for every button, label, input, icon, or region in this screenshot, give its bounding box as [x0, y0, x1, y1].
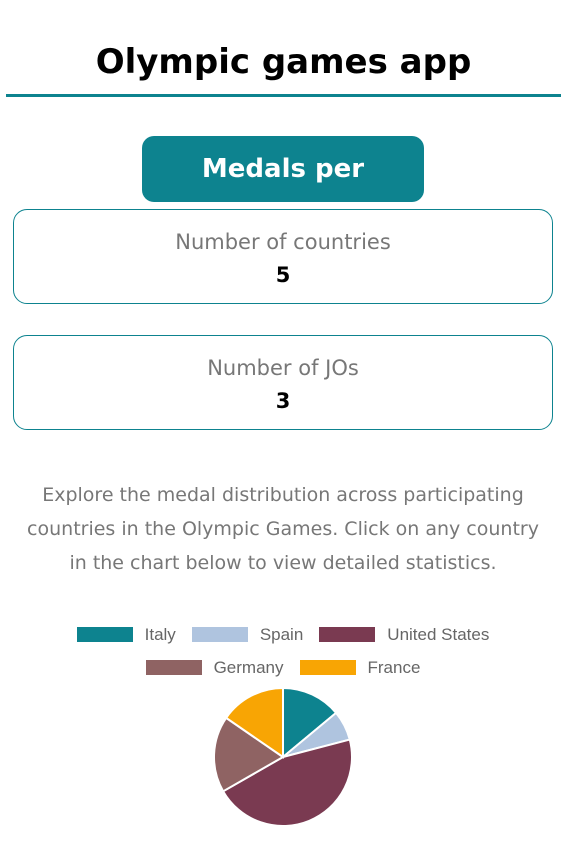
pie-slice-france[interactable] — [224, 686, 284, 759]
legend-item-spain[interactable]: Spain — [191, 624, 304, 645]
legend-label-germany: Germany — [213, 657, 284, 677]
jos-count-value: 3 — [275, 389, 291, 413]
legend-swatch — [191, 627, 248, 642]
pie-chart-svg — [213, 686, 353, 827]
legend-label-united-states: United States — [387, 624, 490, 644]
legend-swatch — [299, 660, 356, 675]
legend-label-spain: Spain — [259, 624, 304, 644]
jos-stat-card: Number of JOs 3 — [13, 335, 553, 430]
legend-swatch — [319, 627, 376, 642]
legend-swatch — [76, 627, 133, 642]
legend-item-italy[interactable]: Italy — [76, 624, 176, 645]
legend-swatch — [145, 660, 202, 675]
legend-item-united-states[interactable]: United States — [319, 625, 489, 645]
medals-per-country-title: Medals per Country — [142, 136, 424, 250]
countries-stat-card: Number of countries 5 — [13, 209, 553, 304]
legend-item-france[interactable]: France — [299, 657, 421, 678]
legend-item-germany[interactable]: Germany — [145, 657, 284, 678]
legend-row-1: Italy Spain United States — [0, 618, 566, 651]
chart-description: Explore the medal distribution across pa… — [27, 484, 539, 574]
medals-pie-chart[interactable] — [0, 680, 566, 840]
legend-label-italy: Italy — [144, 624, 176, 644]
countries-count-label: Number of countries — [175, 230, 391, 254]
legend-row-2: Germany France — [0, 651, 566, 684]
pie-slice-united-states[interactable] — [221, 738, 353, 827]
chart-legend: Italy Spain United States Germany France — [0, 618, 566, 684]
app-title: Olympic games app — [95, 42, 472, 82]
countries-count-value: 5 — [275, 263, 291, 287]
pie-slice-italy[interactable] — [282, 686, 338, 760]
app-header: Olympic games app — [6, 0, 561, 97]
legend-label-france: France — [367, 657, 421, 677]
pie-slice-germany[interactable] — [213, 716, 285, 793]
jos-count-label: Number of JOs — [207, 356, 359, 380]
